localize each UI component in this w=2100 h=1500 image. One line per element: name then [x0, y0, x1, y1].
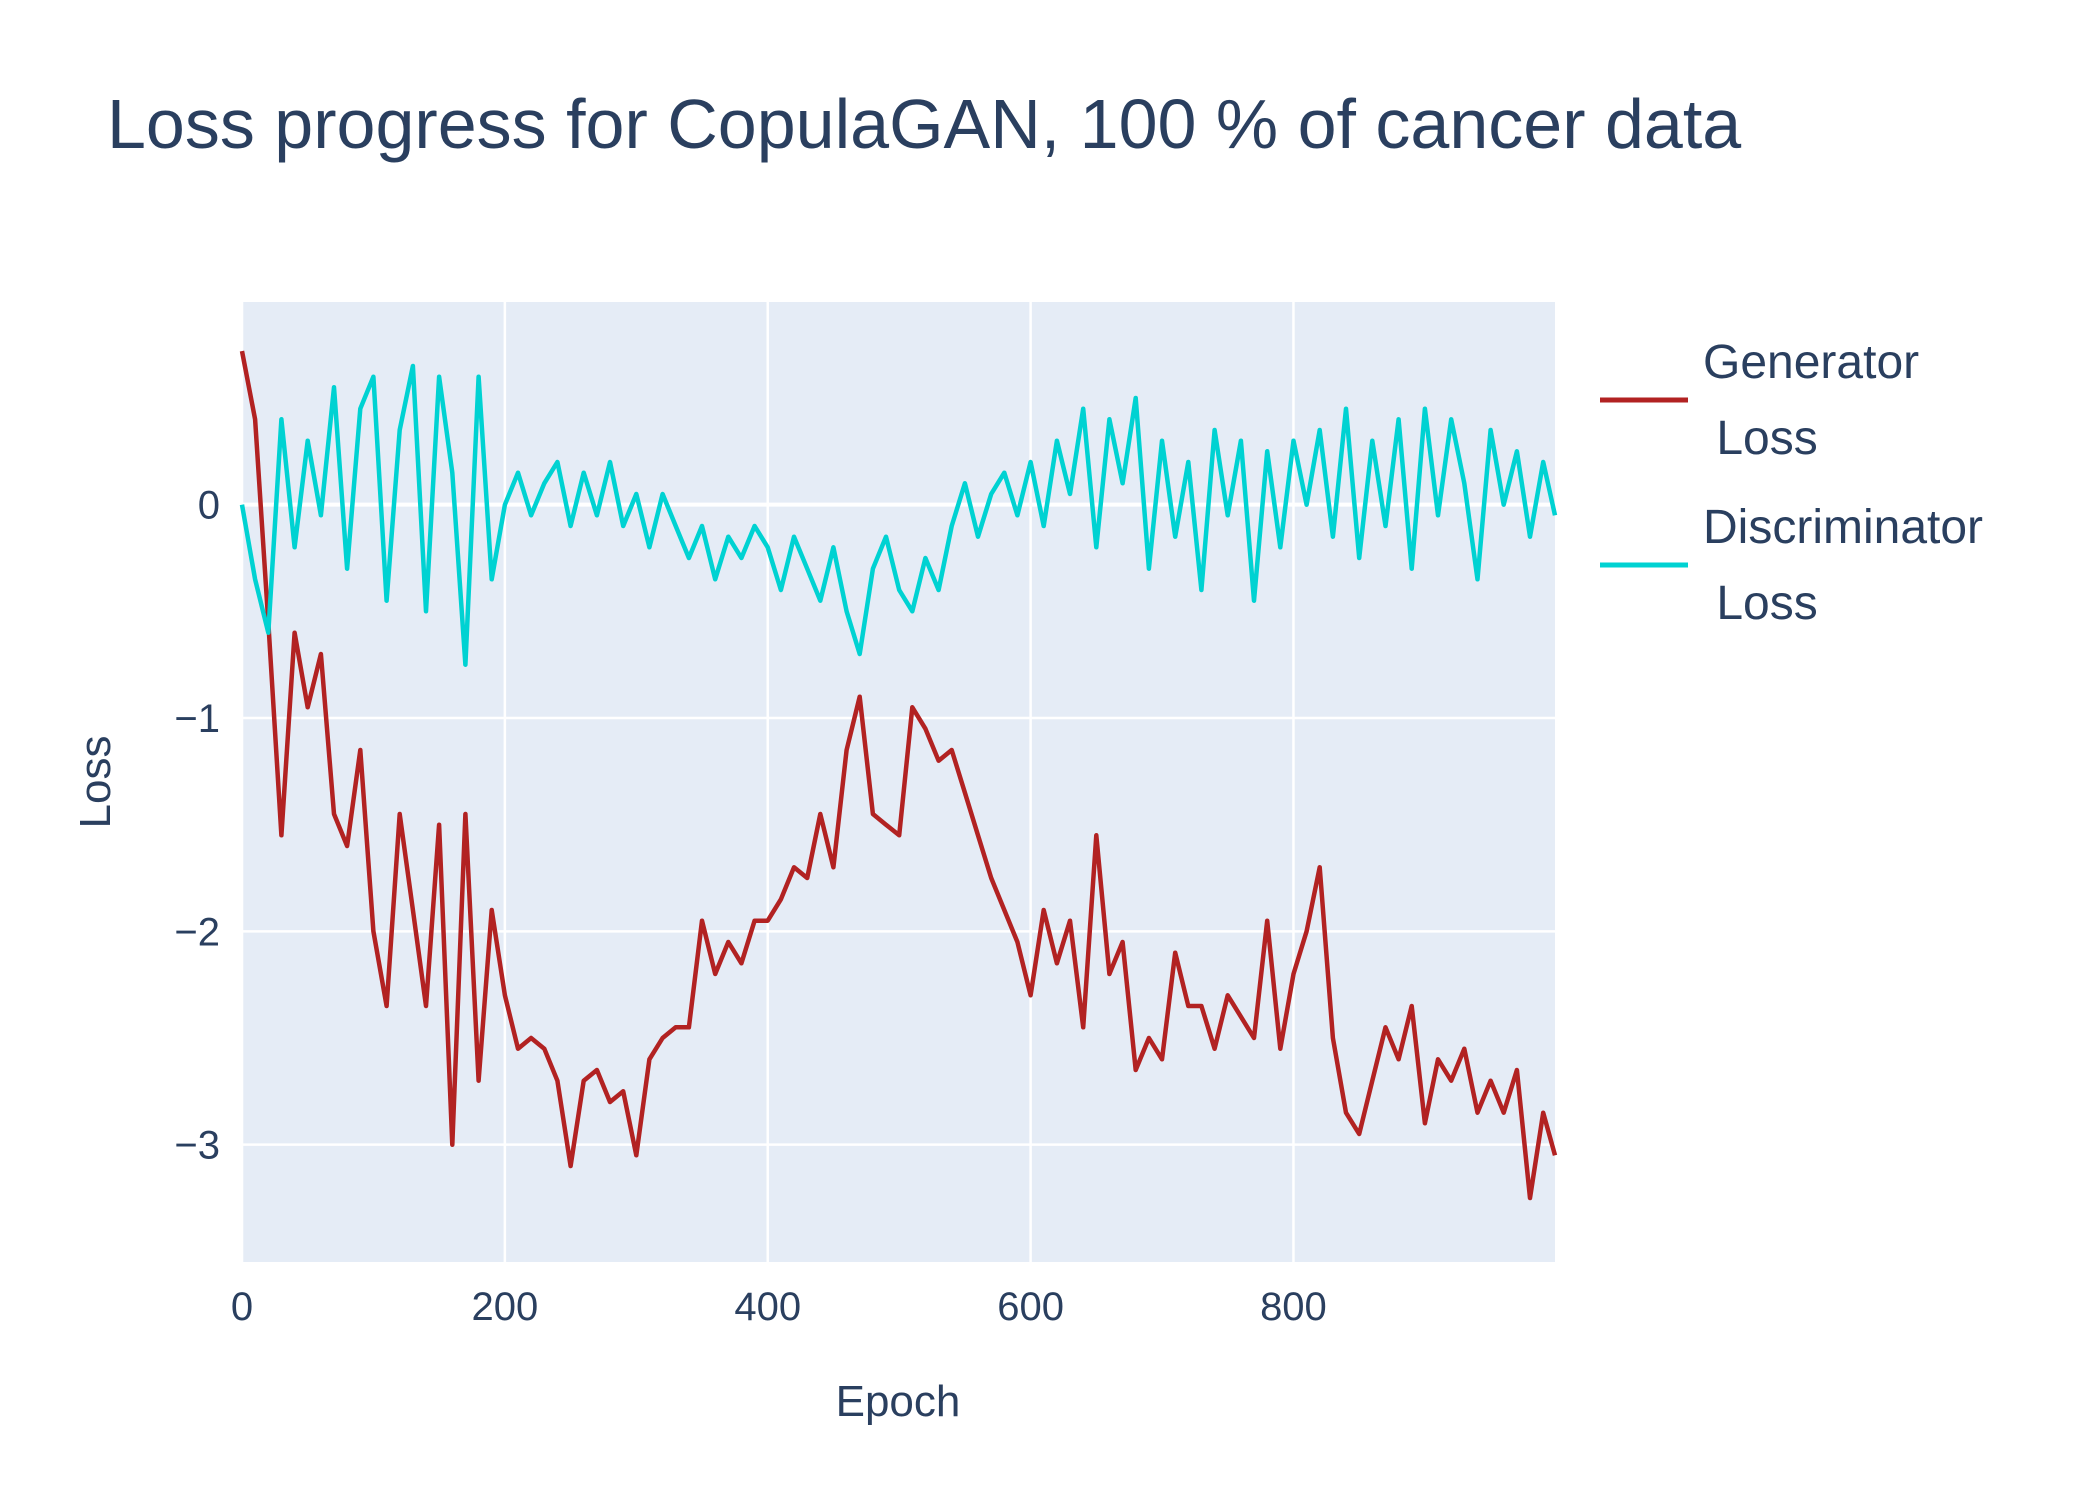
y-tick-label: 0 [198, 484, 220, 528]
y-tick-label: −3 [174, 1124, 220, 1168]
y-tick-label: −1 [174, 697, 220, 741]
series-line-generator [239, 350, 1558, 1201]
x-tick-label: 200 [471, 1285, 538, 1329]
y-axis-title: Loss [71, 736, 120, 829]
series-line-discriminator [239, 363, 1558, 667]
series-layer [239, 350, 1558, 1201]
legend-label: Generator Loss [1703, 336, 1919, 465]
legend-label: Discriminator Loss [1703, 501, 1983, 630]
x-tick-label: 600 [997, 1285, 1064, 1329]
legend-item-discriminator[interactable]: Discriminator Loss [1600, 501, 1983, 630]
x-tick-label: 0 [231, 1285, 253, 1329]
plot-area [242, 302, 1555, 1262]
x-tick-labels: 0 200 400 600 800 [231, 1285, 1327, 1329]
y-tick-label: −2 [174, 910, 220, 954]
x-tick-label: 800 [1260, 1285, 1327, 1329]
x-axis-title: Epoch [836, 1377, 961, 1426]
legend: Generator Loss Discriminator Loss [1600, 336, 1983, 630]
x-tick-label: 400 [734, 1285, 801, 1329]
legend-item-generator[interactable]: Generator Loss [1600, 336, 1919, 465]
y-tick-labels: 0 −1 −2 −3 [174, 484, 220, 1168]
chart-title: Loss progress for CopulaGAN, 100 % of ca… [107, 85, 1741, 163]
